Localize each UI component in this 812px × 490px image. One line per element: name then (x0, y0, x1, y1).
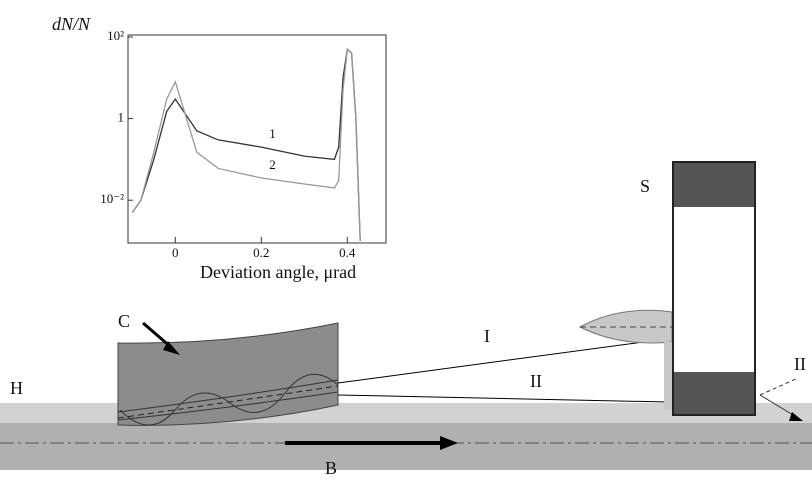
series-label: 1 (269, 126, 276, 141)
label: S (640, 176, 650, 196)
crystal-planes (117, 379, 339, 421)
label: B (325, 458, 337, 478)
inset-plot: dN/N Deviation angle, μrad 0 0.2 0.4 10² 1 10… (52, 14, 387, 282)
screen-top (674, 163, 754, 207)
label: C (118, 311, 130, 331)
x-axis-label: Deviation angle, μrad (200, 262, 356, 282)
y-tick-label: 10² (107, 28, 124, 43)
series-label: 2 (269, 157, 276, 172)
label: I (484, 326, 490, 346)
y-axis-label: dN/N (52, 14, 91, 34)
beam-i (337, 337, 674, 384)
x-tick-label: 0.4 (339, 245, 356, 260)
label: H (10, 378, 23, 398)
beam-arrow-head (440, 436, 458, 450)
plot-frame (127, 34, 387, 244)
series-line (131, 47, 361, 242)
channeling-track (119, 373, 339, 426)
screen-bottom (674, 372, 754, 414)
x-tick-label: 0 (172, 245, 179, 260)
crystal-arrow-head (163, 341, 180, 355)
y-tick-label: 1 (118, 110, 125, 125)
label: II (530, 371, 542, 391)
crystal (117, 322, 339, 426)
out-arrow-head (789, 412, 803, 421)
x-tick-label: 0.2 (253, 245, 269, 260)
y-tick-label: 10⁻² (100, 191, 124, 206)
crystal-axis (117, 385, 339, 419)
out-arrow (759, 377, 799, 396)
beam-ii (337, 394, 669, 403)
label: II (794, 354, 806, 374)
direct-spot (664, 342, 672, 410)
